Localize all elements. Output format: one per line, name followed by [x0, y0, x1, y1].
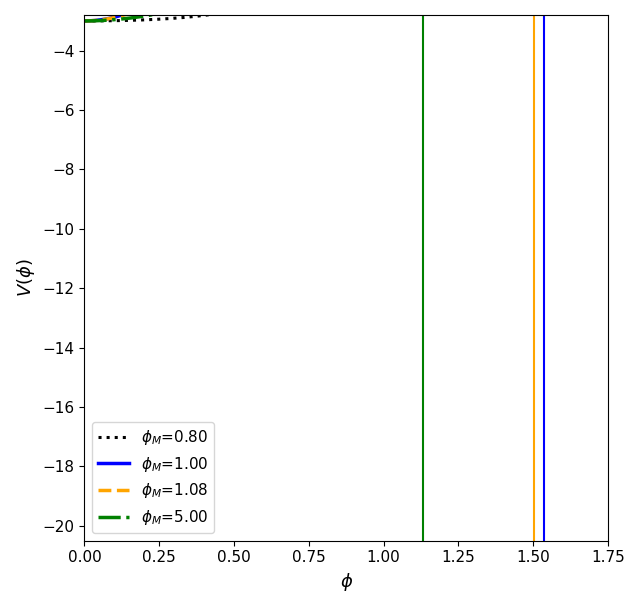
- $\phi_M$=1.08: [81, 17, 88, 24]
- Line: $\phi_M$=0.80: $\phi_M$=0.80: [84, 0, 608, 21]
- Line: $\phi_M$=5.00: $\phi_M$=5.00: [84, 0, 422, 21]
- $\phi_M$=1.00: [121, 10, 129, 18]
- $\phi_M$=1.08: [90, 17, 98, 24]
- X-axis label: $\phi$: $\phi$: [340, 571, 353, 593]
- Line: $\phi_M$=1.00: $\phi_M$=1.00: [84, 0, 544, 21]
- $\phi_M$=1.08: [104, 15, 112, 22]
- Legend: $\phi_M$=0.80, $\phi_M$=1.00, $\phi_M$=1.08, $\phi_M$=5.00: $\phi_M$=0.80, $\phi_M$=1.00, $\phi_M$=1…: [92, 422, 214, 533]
- Line: $\phi_M$=1.08: $\phi_M$=1.08: [84, 0, 534, 21]
- $\phi_M$=5.00: [81, 17, 88, 24]
- $\phi_M$=0.80: [81, 17, 88, 24]
- Y-axis label: $V(\phi)$: $V(\phi)$: [15, 258, 37, 297]
- $\phi_M$=1.00: [81, 17, 88, 24]
- $\phi_M$=5.00: [99, 17, 106, 24]
- $\phi_M$=1.00: [105, 15, 113, 22]
- $\phi_M$=5.00: [206, 0, 214, 5]
- $\phi_M$=5.00: [111, 16, 118, 23]
- $\phi_M$=1.08: [120, 12, 128, 19]
- $\phi_M$=0.80: [100, 17, 108, 24]
- $\phi_M$=5.00: [88, 17, 96, 24]
- $\phi_M$=1.00: [91, 17, 99, 24]
